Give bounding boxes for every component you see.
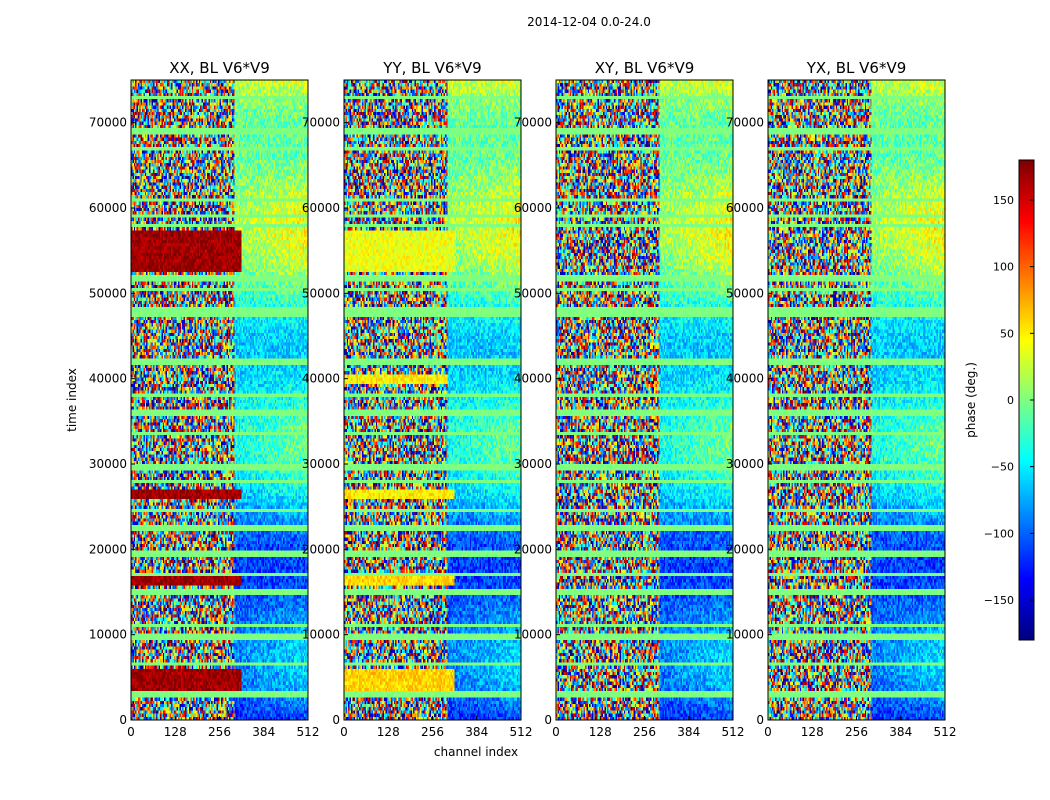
x-tick-label: 384 — [677, 725, 700, 739]
y-tick-label: 60000 — [89, 201, 127, 215]
colorbar-tick-label: −50 — [991, 461, 1014, 474]
y-tick-label: 30000 — [302, 457, 340, 471]
x-tick-label: 128 — [377, 725, 400, 739]
x-tick-label: 0 — [552, 725, 560, 739]
x-tick-label: 512 — [722, 725, 745, 739]
y-tick-label: 30000 — [514, 457, 552, 471]
y-tick-label: 40000 — [302, 372, 340, 386]
colorbar-axis: −150 −100 −50 0 50 100 150 — [984, 159, 1035, 641]
y-tick-label: 30000 — [726, 457, 764, 471]
x-tick-label: 0 — [764, 725, 772, 739]
y-tick-label: 60000 — [726, 201, 764, 215]
y-tick-label: 0 — [119, 713, 127, 727]
x-tick-label: 256 — [421, 725, 444, 739]
panel-frame — [767, 79, 946, 721]
panel-frame — [555, 79, 734, 721]
y-tick-label: 20000 — [89, 542, 127, 556]
panel-title: XX, BL V6*V9 — [169, 59, 270, 77]
colorbar-tick-label: 50 — [1000, 327, 1014, 340]
panel-title: YX, BL V6*V9 — [806, 59, 907, 77]
y-tick-label: 0 — [332, 713, 340, 727]
y-tick-label: 60000 — [514, 201, 552, 215]
y-tick-label: 70000 — [726, 116, 764, 130]
x-tick-label: 0 — [340, 725, 348, 739]
x-tick-label: 128 — [164, 725, 187, 739]
heatmap-panel-xy — [556, 80, 733, 720]
figure-title: 2014-12-04 0.0-24.0 — [527, 15, 651, 29]
y-tick-label: 10000 — [514, 628, 552, 642]
x-tick-label: 256 — [633, 725, 656, 739]
panel-title: YY, BL V6*V9 — [382, 59, 481, 77]
x-tick-label: 256 — [208, 725, 231, 739]
x-tick-label: 384 — [252, 725, 275, 739]
y-tick-label: 70000 — [302, 116, 340, 130]
heatmap-panel-yy — [344, 80, 521, 720]
heatmap-panel-yx — [768, 80, 945, 720]
x-axis-label: channel index — [434, 745, 518, 759]
colorbar-tick-label: 100 — [993, 261, 1014, 274]
y-tick-label: 10000 — [726, 628, 764, 642]
heatmap-panel-xx — [131, 80, 308, 720]
colorbar-tick-label: 150 — [993, 194, 1014, 207]
y-tick-label: 50000 — [89, 286, 127, 300]
x-tick-label: 512 — [510, 725, 533, 739]
y-tick-label: 20000 — [514, 542, 552, 556]
y-tick-label: 20000 — [726, 542, 764, 556]
colorbar-tick-label: −150 — [984, 594, 1014, 607]
y-tick-label: 40000 — [89, 372, 127, 386]
x-tick-label: 0 — [127, 725, 135, 739]
x-tick-label: 128 — [801, 725, 824, 739]
y-tick-label: 10000 — [89, 628, 127, 642]
panel-frame — [343, 79, 522, 721]
y-tick-label: 30000 — [89, 457, 127, 471]
y-tick-label: 60000 — [302, 201, 340, 215]
colorbar-tick-label: −100 — [984, 527, 1014, 540]
x-tick-label: 128 — [589, 725, 612, 739]
x-tick-label: 384 — [465, 725, 488, 739]
y-tick-label: 0 — [544, 713, 552, 727]
y-tick-label: 50000 — [726, 286, 764, 300]
y-axis-label: time index — [65, 368, 79, 432]
x-tick-label: 384 — [889, 725, 912, 739]
y-tick-label: 50000 — [514, 286, 552, 300]
colorbar-label: phase (deg.) — [964, 362, 978, 438]
axes-layer: XX, BL V6*V9 0 128 256 384 512 0 10000 20000 3000… — [89, 59, 957, 739]
colorbar-tick-label: 0 — [1007, 394, 1014, 407]
y-tick-label: 50000 — [302, 286, 340, 300]
x-tick-label: 512 — [934, 725, 957, 739]
y-tick-label: 40000 — [514, 372, 552, 386]
y-tick-label: 70000 — [514, 116, 552, 130]
x-tick-label: 512 — [297, 725, 320, 739]
panel-title: XY, BL V6*V9 — [595, 59, 695, 77]
y-tick-label: 20000 — [302, 542, 340, 556]
colorbar-gradient — [1019, 160, 1034, 640]
y-tick-label: 40000 — [726, 372, 764, 386]
panel-frame — [130, 79, 309, 721]
y-tick-label: 10000 — [302, 628, 340, 642]
y-tick-label: 0 — [756, 713, 764, 727]
y-tick-label: 70000 — [89, 116, 127, 130]
x-tick-label: 256 — [845, 725, 868, 739]
